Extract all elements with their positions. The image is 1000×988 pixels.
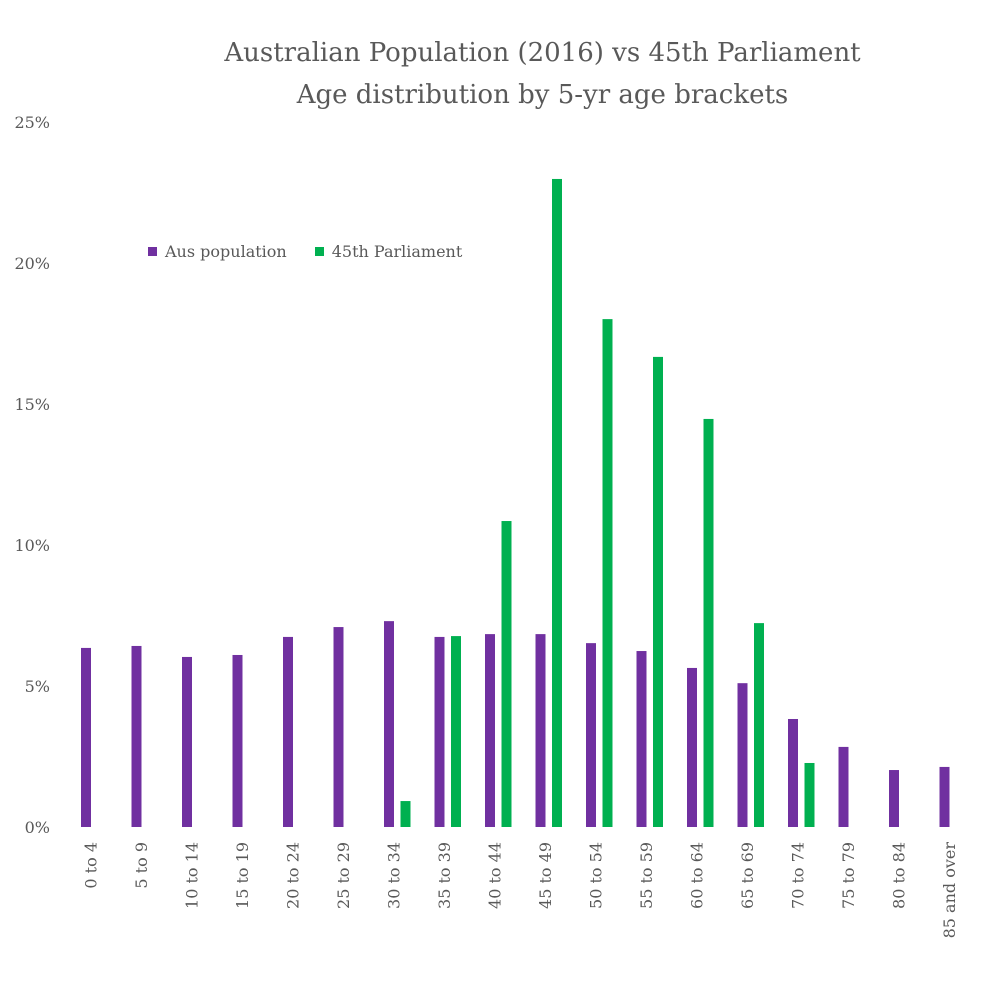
bar-aus-population	[838, 746, 849, 827]
x-tick-label: 50 to 54	[586, 842, 605, 909]
bar-45th-parliament	[501, 521, 512, 827]
legend-label: 45th Parliament	[331, 242, 463, 261]
x-tick-label: 5 to 9	[132, 842, 151, 889]
bar-aus-population	[182, 656, 192, 827]
bar-aus-population	[434, 636, 445, 827]
legend-swatch	[148, 247, 157, 256]
y-tick-label: 10%	[14, 536, 50, 555]
bar-aus-population	[889, 770, 899, 827]
bar-aus-population	[384, 621, 394, 827]
bar-aus-population	[737, 683, 748, 827]
legend-item-45th-parliament: 45th Parliament	[314, 242, 463, 261]
x-tick-label: 25 to 29	[334, 842, 353, 909]
y-tick-label: 20%	[14, 254, 50, 273]
x-tick-label: 15 to 19	[233, 842, 252, 909]
x-tick-label: 60 to 64	[687, 842, 706, 909]
bar-45th-parliament	[552, 178, 562, 828]
x-tick-label: 20 to 24	[283, 842, 302, 909]
bar-45th-parliament	[400, 801, 411, 827]
bar-aus-population	[687, 667, 697, 827]
bar-aus-population	[232, 654, 243, 827]
bar-aus-population	[788, 718, 798, 827]
bar-45th-parliament	[754, 623, 764, 827]
y-tick-label: 25%	[14, 113, 50, 132]
bar-45th-parliament	[653, 356, 663, 827]
x-tick-label: 70 to 74	[788, 842, 807, 909]
x-tick-label: 35 to 39	[435, 842, 454, 909]
x-tick-label: 0 to 4	[81, 842, 100, 889]
y-tick-label: 0%	[25, 818, 50, 837]
bar-45th-parliament	[451, 636, 461, 827]
bar-aus-population	[81, 647, 91, 827]
bar-aus-population	[636, 651, 647, 827]
bar-aus-population	[283, 636, 293, 827]
bar-aus-population	[333, 627, 344, 827]
x-tick-label: 65 to 69	[738, 842, 757, 909]
bar-45th-parliament	[804, 762, 815, 827]
bar-aus-population	[939, 766, 950, 827]
chart-subtitle: Age distribution by 5-yr age brackets	[296, 80, 789, 110]
x-tick-label: 75 to 79	[839, 842, 858, 909]
legend-swatch	[314, 247, 324, 256]
y-tick-label: 5%	[25, 677, 50, 696]
chart-title: Australian Population (2016) vs 45th Par…	[224, 38, 861, 68]
x-tick-label: 55 to 59	[637, 842, 656, 909]
x-tick-label: 85 and over	[940, 842, 959, 939]
bar-aus-population	[535, 634, 546, 827]
x-tick-label: 45 to 49	[536, 842, 555, 909]
x-tick-label: 80 to 84	[889, 842, 908, 909]
bar-45th-parliament	[602, 319, 613, 827]
x-tick-label: 30 to 34	[384, 842, 403, 909]
legend: Aus population 45th Parliament	[148, 242, 462, 261]
bar-aus-population	[131, 645, 142, 827]
legend-label: Aus population	[165, 242, 287, 261]
y-tick-label: 15%	[14, 395, 50, 414]
bar-45th-parliament	[703, 418, 714, 827]
x-tick-label: 10 to 14	[182, 842, 201, 909]
x-tick-label: 40 to 44	[485, 842, 504, 909]
bar-aus-population	[586, 643, 596, 827]
legend-item-aus-population: Aus population	[148, 242, 287, 261]
bar-aus-population	[485, 634, 495, 827]
